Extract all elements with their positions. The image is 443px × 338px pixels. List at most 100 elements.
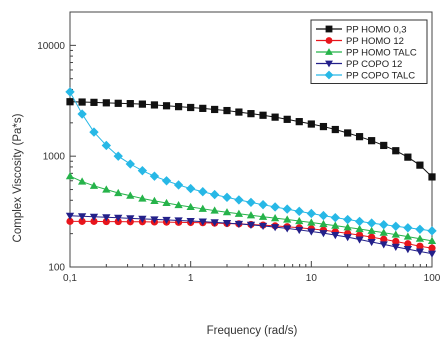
data-point <box>330 212 340 223</box>
y-axis-label: Complex Viscosity (Pa*s) <box>12 113 24 242</box>
data-point <box>222 208 232 216</box>
data-point <box>319 219 328 228</box>
data-point <box>209 189 220 200</box>
data-point <box>270 224 280 232</box>
x-tick-label: 1 <box>188 273 194 284</box>
data-point <box>368 233 376 241</box>
data-point <box>234 220 244 229</box>
data-point <box>102 217 110 226</box>
legend-item: PP COPO 12 <box>316 59 402 70</box>
data-point <box>89 181 99 189</box>
legend-marker <box>325 37 333 44</box>
data-point <box>380 141 388 150</box>
data-point <box>65 212 75 220</box>
data-point <box>282 204 292 214</box>
data-point <box>174 200 183 209</box>
data-point <box>89 127 99 137</box>
data-point <box>319 122 328 131</box>
data-point <box>270 202 280 212</box>
data-point <box>270 213 280 222</box>
data-point <box>427 226 437 236</box>
data-point <box>367 238 376 247</box>
legend-marker <box>325 48 333 55</box>
series-pp-copo-12 <box>65 212 437 258</box>
data-point <box>174 103 183 111</box>
data-point <box>380 235 388 243</box>
data-point <box>416 242 424 250</box>
data-point <box>392 147 400 155</box>
data-point <box>246 221 256 230</box>
x-tick-label: 100 <box>424 273 441 284</box>
data-point <box>319 230 328 238</box>
x-axis: 0,1 1 10 100 <box>63 261 441 284</box>
data-point <box>379 219 389 230</box>
data-point <box>258 200 268 210</box>
data-point <box>428 244 436 252</box>
data-point <box>355 133 364 141</box>
data-point <box>234 195 244 205</box>
data-point <box>222 220 232 228</box>
data-point <box>295 118 303 126</box>
data-point <box>89 213 99 221</box>
data-point <box>113 151 123 161</box>
data-point <box>210 206 219 214</box>
data-point <box>391 230 400 238</box>
x-tick-label: 0,1 <box>63 273 77 284</box>
data-point <box>186 217 195 226</box>
data-point <box>126 100 134 108</box>
series-pp-copo-talc <box>65 87 437 236</box>
legend-item: PP HOMO TALC <box>316 47 417 58</box>
legend-marker <box>325 25 333 33</box>
data-point <box>198 187 208 197</box>
data-point <box>331 232 340 240</box>
data-point <box>258 222 268 231</box>
data-point <box>368 137 376 145</box>
data-point <box>295 216 304 225</box>
data-point <box>379 241 388 249</box>
data-point <box>102 185 111 193</box>
data-point <box>126 215 135 223</box>
data-point <box>367 226 376 234</box>
series-pp-homo-talc <box>65 172 437 244</box>
data-point <box>403 223 413 233</box>
data-point <box>198 204 207 212</box>
data-point <box>66 98 74 106</box>
x-axis-label: Frequency (rad/s) <box>207 325 298 337</box>
data-point <box>90 217 98 225</box>
data-point <box>415 224 425 234</box>
data-point <box>318 210 329 221</box>
data-point <box>174 217 183 225</box>
data-point <box>161 176 172 186</box>
data-point <box>150 101 159 109</box>
data-point <box>150 216 159 224</box>
data-point <box>78 98 86 106</box>
data-point <box>173 180 184 190</box>
data-point <box>65 172 75 180</box>
data-point <box>428 173 436 181</box>
data-point <box>259 111 267 119</box>
data-point <box>187 103 195 112</box>
series-line <box>69 175 433 242</box>
data-point <box>162 216 171 225</box>
data-point <box>234 209 244 217</box>
data-point <box>427 236 437 244</box>
data-point <box>65 87 75 97</box>
data-point <box>427 250 437 258</box>
data-point <box>102 214 111 222</box>
data-point <box>271 113 279 121</box>
data-point <box>415 248 425 256</box>
data-point <box>186 202 195 211</box>
data-point <box>366 218 377 228</box>
data-point <box>331 221 340 229</box>
data-point <box>391 243 400 251</box>
data-point <box>162 102 171 110</box>
legend-item: PP COPO TALC <box>316 70 415 81</box>
data-point <box>283 225 292 233</box>
data-point <box>222 192 232 203</box>
data-point <box>355 224 364 233</box>
data-point <box>199 104 207 112</box>
data-point <box>355 236 364 244</box>
data-point <box>198 218 207 226</box>
legend-label: PP HOMO 0,3 <box>346 24 407 35</box>
